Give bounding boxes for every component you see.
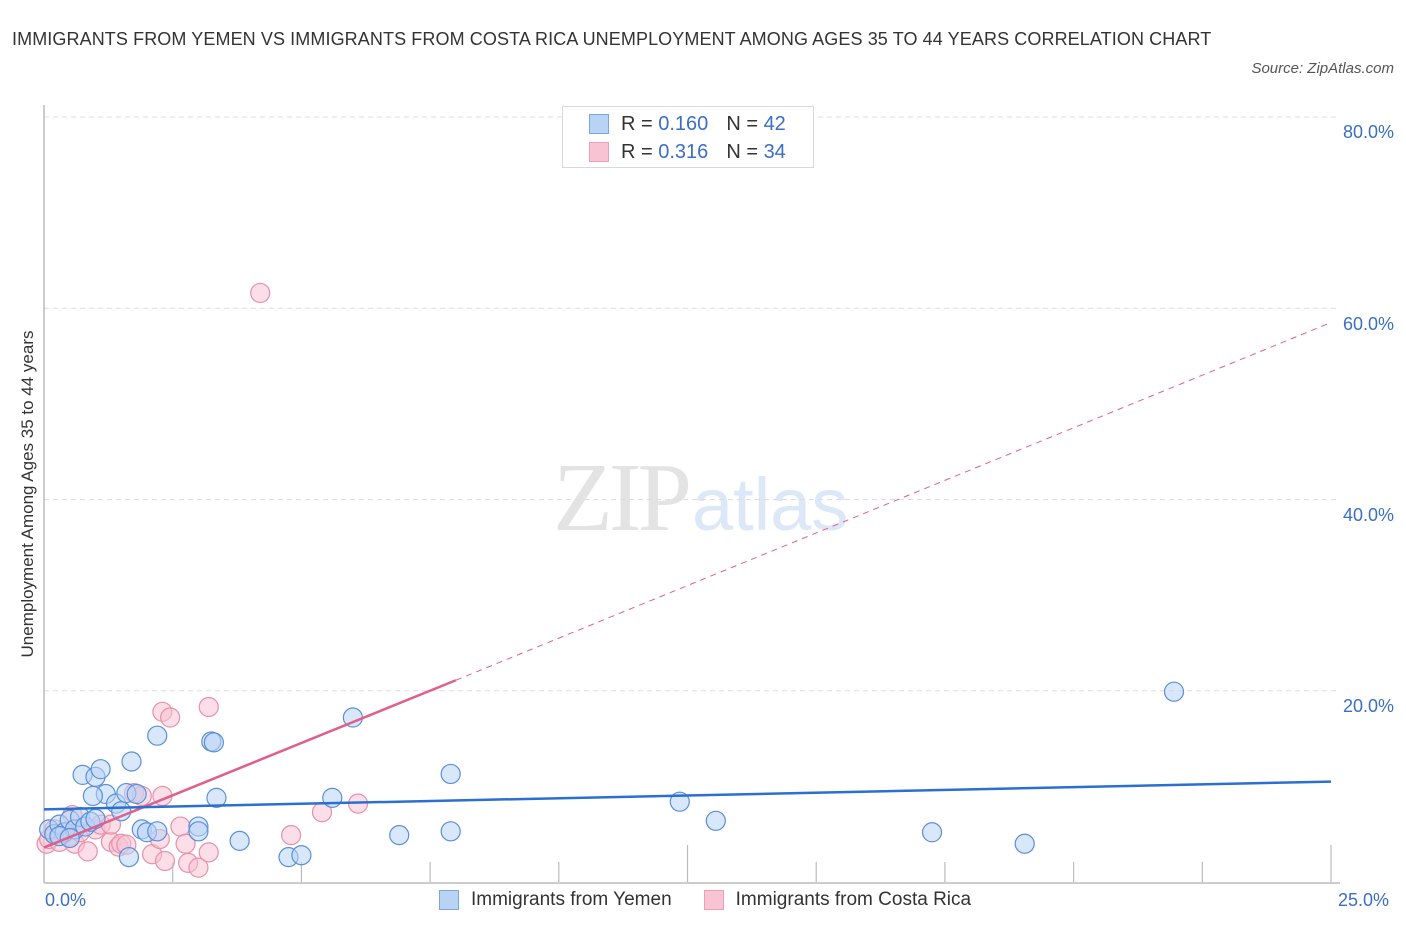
data-point-yemen (1163, 681, 1185, 702)
data-point-costa-rica (170, 816, 191, 837)
data-point-yemen (147, 725, 168, 746)
data-point-yemen (90, 759, 111, 780)
legend-item-yemen[interactable]: Immigrants from Yemen (439, 889, 672, 911)
yemen-swatch-icon (439, 890, 459, 910)
data-point-costa-rica (154, 850, 176, 872)
costa-rica-swatch-icon (589, 142, 609, 162)
watermark-zip: ZIP (553, 444, 692, 552)
data-point-yemen (203, 732, 224, 753)
data-point-yemen (921, 822, 943, 843)
y-tick-40: 40.0% (1342, 505, 1394, 525)
data-point-costa-rica (281, 825, 302, 846)
watermark-atlas: atlas (692, 463, 849, 546)
data-point-costa-rica (160, 707, 181, 728)
data-point-yemen (188, 821, 209, 842)
n-label: N = (726, 140, 758, 163)
r-label: R = (621, 112, 653, 135)
n-value-costa-rica: 34 (763, 140, 786, 163)
n-value-yemen: 42 (763, 112, 786, 135)
legend-row-yemen: R = 0.160 N = 42 (589, 112, 786, 136)
r-value-costa-rica: 0.316 (658, 140, 709, 163)
data-point-costa-rica (198, 842, 219, 863)
series-legend: Immigrants from Yemen Immigrants from Co… (439, 889, 1003, 911)
data-point-yemen (440, 821, 461, 842)
gridlines (44, 116, 1340, 692)
x-tick-min: 0.0% (45, 890, 87, 910)
data-point-yemen (118, 847, 140, 868)
data-point-costa-rica (188, 857, 209, 878)
trend-line-costa-rica-extension (455, 322, 1332, 681)
data-point-yemen (389, 825, 410, 846)
trend-line-yemen (43, 780, 1332, 811)
correlation-legend: R = 0.160 N = 42 R = 0.316 N = 34 (562, 106, 814, 168)
r-value-yemen: 0.160 (658, 112, 709, 135)
legend-item-costa-rica[interactable]: Immigrants from Costa Rica (703, 889, 972, 911)
trend-lines (43, 322, 1332, 849)
r-label: R = (621, 140, 653, 163)
data-point-costa-rica (198, 696, 219, 718)
data-point-yemen (229, 830, 250, 851)
legend-row-costa-rica: R = 0.316 N = 34 (589, 140, 786, 164)
data-point-yemen (147, 821, 168, 842)
axes (43, 105, 1340, 884)
source-label: Source: ZipAtlas.com (1251, 60, 1394, 77)
x-tick-max: 25.0% (1338, 890, 1390, 910)
chart-title: IMMIGRANTS FROM YEMEN VS IMMIGRANTS FROM… (12, 29, 1212, 49)
y-tick-80: 80.0% (1342, 122, 1394, 142)
data-point-yemen (705, 810, 726, 831)
legend-label-yemen: Immigrants from Yemen (471, 889, 672, 910)
y-tick-20: 20.0% (1342, 696, 1394, 716)
data-point-yemen (121, 751, 142, 772)
data-point-yemen (206, 787, 227, 808)
data-point-yemen (291, 845, 312, 866)
data-point-yemen (440, 763, 461, 785)
data-point-costa-rica (77, 841, 98, 862)
trend-line-costa-rica (43, 679, 457, 849)
watermark: ZIPatlas (553, 446, 848, 555)
yemen-swatch-icon (589, 114, 609, 134)
costa-rica-swatch-icon (703, 890, 724, 910)
data-point-yemen (126, 783, 147, 805)
y-tick-60: 60.0% (1342, 314, 1394, 334)
data-point-yemen (82, 785, 104, 807)
data-point-costa-rica (250, 282, 271, 304)
legend-label-costa-rica: Immigrants from Costa Rica (735, 889, 972, 910)
data-point-yemen (1014, 833, 1035, 854)
n-label: N = (726, 112, 758, 135)
